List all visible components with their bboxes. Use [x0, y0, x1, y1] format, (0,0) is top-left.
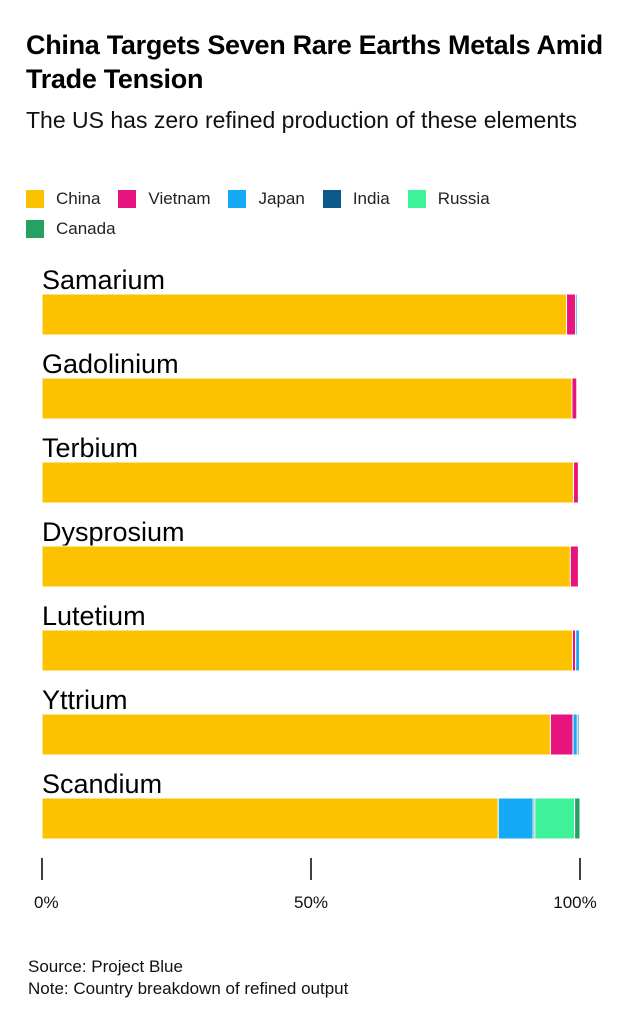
category-label-gadolinium: Gadolinium	[42, 349, 179, 379]
bar-samarium-china	[41, 293, 568, 336]
bar-scandium-canada	[574, 797, 581, 840]
legend-label-india: India	[352, 189, 390, 208]
bar-dysprosium-china	[41, 545, 571, 588]
legend-swatch-russia	[407, 190, 426, 208]
legend-label-canada: Canada	[56, 219, 116, 238]
bar-yttrium-india	[576, 713, 580, 756]
chart-subtitle: The US has zero refined production of th…	[26, 107, 578, 133]
legend-label-russia: Russia	[437, 189, 490, 208]
legend-label-vietnam: Vietnam	[148, 189, 211, 208]
legend-swatch-canada	[26, 220, 44, 238]
bar-scandium-china	[41, 797, 499, 840]
legend: China Vietnam Japan India Russia Canada	[26, 189, 586, 238]
bar-lutetium-china	[41, 629, 573, 672]
bar-scandium-russia	[534, 797, 576, 840]
legend-swatch-japan	[228, 190, 247, 208]
legend-label-japan: Japan	[258, 189, 305, 208]
legend-label-china: China	[56, 189, 101, 208]
legend-item-russia: Russia	[407, 189, 490, 208]
bar-lutetium-japan	[575, 629, 580, 672]
x-tick-label-1: 50%	[294, 893, 328, 912]
category-label-samarium: Samarium	[42, 265, 165, 295]
bar-scandium-japan	[497, 797, 534, 840]
bar-terbium-vietnam	[573, 461, 579, 504]
category-label-scandium: Scandium	[42, 769, 162, 799]
bar-yttrium-vietnam	[549, 713, 574, 756]
bar-yttrium-china	[41, 713, 551, 756]
bar-dysprosium-vietnam	[569, 545, 579, 588]
legend-item-india: India	[322, 189, 390, 208]
legend-swatch-china	[26, 190, 44, 208]
source-note: Source: Project Blue	[28, 957, 183, 976]
legend-item-japan: Japan	[228, 189, 305, 208]
legend-swatch-vietnam	[118, 190, 137, 208]
bar-yttrium-japan	[572, 713, 578, 756]
bar-gadolinium-china	[41, 377, 573, 420]
bar-samarium-japan	[575, 293, 578, 336]
bar-group-scandium: Scandium	[41, 769, 581, 840]
category-label-dysprosium: Dysprosium	[42, 517, 185, 547]
category-label-lutetium: Lutetium	[42, 601, 146, 631]
bar-group-dysprosium: Dysprosium	[41, 517, 579, 588]
stacked-bar-chart: Samarium Gadolinium Terbium Dysprosium Lutet…	[34, 265, 597, 912]
legend-item-china: China	[26, 189, 101, 208]
legend-item-vietnam: Vietnam	[118, 189, 211, 208]
category-label-terbium: Terbium	[42, 433, 138, 463]
x-tick-label-2: 100%	[553, 893, 596, 912]
bar-gadolinium-vietnam	[571, 377, 578, 420]
bar-group-terbium: Terbium	[41, 433, 579, 504]
bar-terbium-china	[41, 461, 575, 504]
footnote: Note: Country breakdown of refined outpu…	[28, 979, 349, 998]
bar-group-lutetium: Lutetium	[41, 601, 580, 672]
category-label-yttrium: Yttrium	[42, 685, 128, 715]
chart-title: China Targets Seven Rare Earths Metals A…	[26, 30, 603, 94]
bar-group-gadolinium: Gadolinium	[41, 349, 578, 420]
bar-samarium-vietnam	[566, 293, 577, 336]
bar-group-samarium: Samarium	[41, 265, 578, 336]
x-tick-label-0: 0%	[34, 893, 59, 912]
bar-group-yttrium: Yttrium	[41, 685, 580, 756]
legend-item-canada: Canada	[26, 219, 116, 238]
legend-swatch-india	[322, 190, 341, 208]
